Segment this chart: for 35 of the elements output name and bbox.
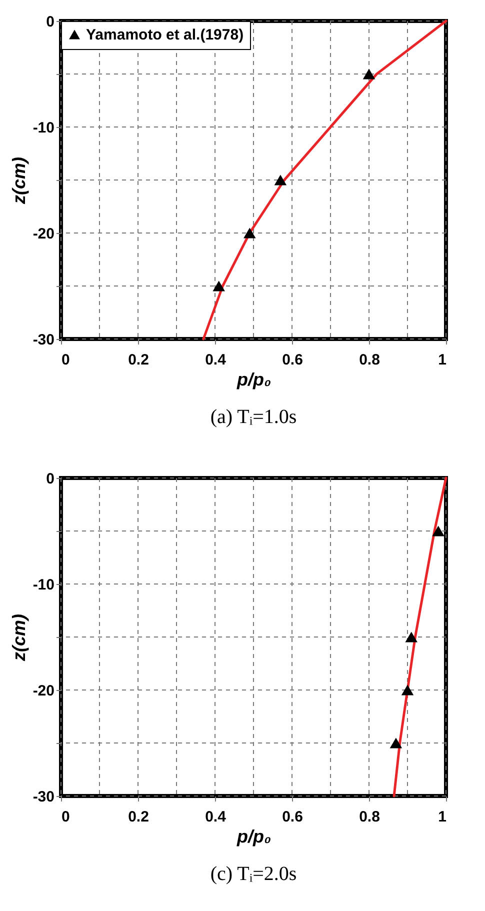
point xyxy=(212,280,225,292)
x-tick-label: 0.4 xyxy=(205,352,227,368)
y-tick-label: -20 xyxy=(32,226,54,242)
point xyxy=(274,174,287,186)
x-tick-label: 0.2 xyxy=(128,352,149,368)
x-tick-label: 0.8 xyxy=(359,352,380,368)
x-tick-label: 0.4 xyxy=(205,808,227,826)
y-tick-label: -30 xyxy=(32,788,54,806)
y-axis-title: z(cm) xyxy=(8,156,29,206)
x-axis-title: p/p₀ xyxy=(236,370,272,390)
text: (c) Tᵢ=2.0s xyxy=(210,863,297,885)
y-tick-label: -20 xyxy=(32,682,54,700)
x-tick-label: 0.8 xyxy=(359,808,380,826)
y-tick-label: 0 xyxy=(46,470,54,488)
point xyxy=(405,632,418,642)
x-tick-label: 0.6 xyxy=(282,808,303,826)
x-tick-label: 1 xyxy=(438,352,446,368)
x-tick-label: 0 xyxy=(62,808,70,826)
legend-label: Yamamoto et al.(1978) xyxy=(86,26,244,44)
point xyxy=(244,228,256,238)
x-tick-label: 0.2 xyxy=(128,808,149,826)
x-axis-title: p/p₀ xyxy=(236,826,272,846)
point xyxy=(390,738,402,748)
text: (a) Tᵢ=1.0s xyxy=(210,406,297,428)
point xyxy=(432,526,444,536)
y-tick-label: -30 xyxy=(32,332,54,348)
y-tick-label: 0 xyxy=(46,14,54,30)
y-tick-label: -10 xyxy=(32,120,54,136)
x-tick-label: 0.6 xyxy=(282,352,303,368)
x-tick-label: 0 xyxy=(62,352,70,368)
y-axis-title: z(cm) xyxy=(8,614,29,662)
point xyxy=(401,684,414,696)
x-tick-label: 1 xyxy=(438,808,446,826)
point xyxy=(362,68,376,80)
y-tick-label: -10 xyxy=(32,576,54,594)
